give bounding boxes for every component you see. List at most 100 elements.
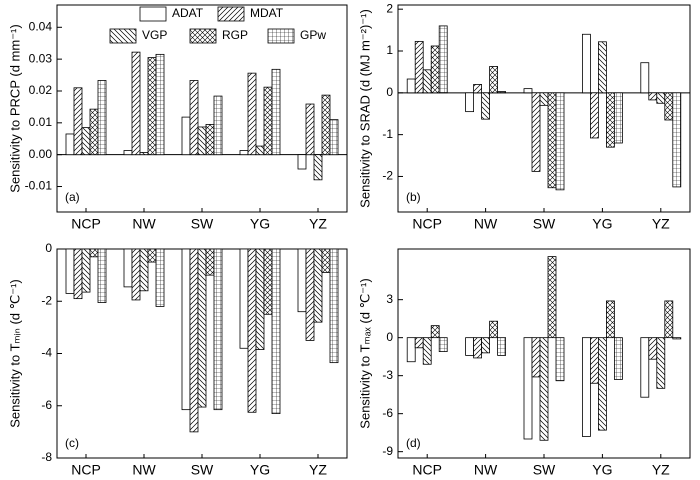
- x-tick-label: SW: [191, 462, 214, 478]
- bar: [531, 92, 541, 172]
- bar: [656, 92, 666, 104]
- bar: [255, 145, 265, 156]
- x-tick-label: NCP: [71, 462, 101, 478]
- bar: [664, 300, 674, 339]
- bar: [321, 248, 331, 273]
- x-tick-label: YG: [592, 462, 612, 478]
- legend-swatch: [109, 28, 137, 44]
- bar: [205, 124, 215, 156]
- x-tick-label: SW: [191, 216, 214, 232]
- legend-label: MDAT: [250, 6, 284, 20]
- bar: [481, 92, 491, 120]
- bar: [73, 87, 83, 156]
- y-tick-label: 2: [386, 1, 393, 15]
- x-tick-label: NCP: [412, 462, 442, 478]
- bar: [189, 80, 199, 156]
- bar: [489, 320, 499, 339]
- bar: [406, 78, 416, 94]
- bar: [271, 68, 281, 156]
- y-tick-label: -6: [382, 406, 393, 420]
- bar: [313, 248, 323, 323]
- bar: [305, 103, 315, 156]
- bar: [147, 57, 157, 156]
- bar: [329, 248, 339, 364]
- bar: [523, 88, 533, 94]
- bar: [247, 72, 257, 156]
- x-tick-label: NW: [132, 462, 156, 478]
- bar: [89, 108, 99, 156]
- y-axis-label: Sensitivity to Tₘᵢₙ (d ℃⁻¹): [7, 279, 22, 428]
- x-tick-label: YG: [250, 216, 270, 232]
- bar: [414, 40, 424, 94]
- bar: [81, 127, 91, 156]
- y-axis-label: Sensitivity to SRAD (d (MJ m⁻²)⁻¹): [357, 9, 372, 208]
- bar: [590, 337, 599, 384]
- legend-label: ADAT: [172, 6, 204, 20]
- y-tick-label: 0.04: [29, 19, 53, 33]
- legend-label: RGP: [222, 28, 248, 42]
- bar: [189, 248, 199, 433]
- bar: [181, 116, 191, 156]
- bar: [239, 150, 249, 156]
- bar: [239, 248, 249, 349]
- bar: [313, 154, 323, 181]
- bar: [97, 248, 107, 303]
- legend-label: VGP: [142, 28, 167, 42]
- bar: [523, 337, 533, 440]
- bar: [672, 337, 682, 340]
- y-tick-label: -9: [382, 444, 393, 458]
- bar: [205, 248, 215, 276]
- x-tick-label: NCP: [412, 216, 442, 232]
- bar: [422, 337, 432, 365]
- x-tick-label: SW: [533, 216, 556, 232]
- bar: [414, 337, 424, 349]
- x-tick-label: YG: [250, 462, 270, 478]
- bar: [547, 256, 557, 339]
- bar: [481, 337, 491, 354]
- bar: [590, 92, 599, 139]
- bar: [255, 248, 265, 350]
- bar: [297, 248, 307, 313]
- bar: [598, 41, 607, 94]
- bar: [123, 150, 133, 156]
- bar: [213, 248, 223, 411]
- y-tick-label: -0.01: [25, 179, 53, 193]
- bar: [582, 33, 591, 94]
- bar: [555, 92, 565, 191]
- y-tick-label: 0: [386, 85, 393, 99]
- bar: [656, 337, 666, 389]
- bar: [614, 337, 623, 380]
- bar: [123, 248, 133, 288]
- bar: [531, 337, 541, 378]
- bar: [197, 126, 207, 156]
- bar: [197, 248, 207, 408]
- bar: [430, 45, 440, 94]
- bar: [497, 91, 507, 94]
- bar: [147, 248, 157, 263]
- bar: [640, 62, 650, 94]
- legend-swatch: [267, 28, 295, 44]
- bar: [155, 53, 165, 156]
- legend-swatch: [217, 6, 245, 22]
- y-tick-label: 0.02: [29, 83, 53, 97]
- bar: [97, 80, 107, 156]
- y-axis-label: Sensitivity to Tₘₐₓ (d ℃⁻¹): [357, 278, 372, 428]
- bar: [465, 337, 475, 356]
- panel-label: (d): [406, 436, 421, 450]
- x-tick-label: YZ: [652, 462, 670, 478]
- bar: [547, 92, 557, 189]
- bar: [89, 248, 99, 258]
- bar: [65, 248, 75, 294]
- bar: [131, 51, 141, 156]
- bar: [263, 86, 273, 156]
- y-tick-label: -2: [41, 293, 52, 307]
- x-tick-label: YG: [592, 216, 612, 232]
- bar: [297, 154, 307, 170]
- bar: [606, 92, 615, 148]
- y-tick-label: 3: [386, 292, 393, 306]
- y-tick-label: 0: [386, 330, 393, 344]
- y-tick-label: -2: [382, 169, 393, 183]
- bar: [139, 248, 149, 292]
- bar: [422, 69, 432, 94]
